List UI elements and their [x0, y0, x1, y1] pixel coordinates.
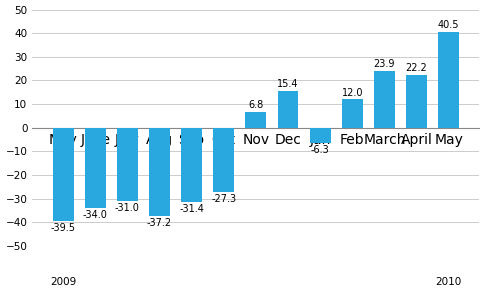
Text: 40.5: 40.5	[437, 20, 458, 30]
Text: 6.8: 6.8	[248, 100, 263, 110]
Bar	[213, 128, 234, 192]
Bar	[245, 112, 266, 128]
Bar	[277, 92, 298, 128]
Bar	[117, 128, 137, 201]
Text: 12.0: 12.0	[341, 88, 362, 98]
Bar	[405, 75, 426, 128]
Text: -39.5: -39.5	[50, 223, 76, 233]
Text: -6.3: -6.3	[310, 145, 329, 154]
Text: 2010: 2010	[435, 277, 461, 286]
Bar	[85, 128, 106, 208]
Text: 15.4: 15.4	[277, 80, 298, 89]
Bar	[52, 128, 74, 221]
Text: -27.3: -27.3	[211, 194, 236, 204]
Bar	[341, 99, 362, 128]
Bar	[309, 128, 330, 143]
Text: -34.0: -34.0	[83, 210, 107, 220]
Bar	[181, 128, 202, 202]
Bar	[438, 32, 458, 128]
Text: -31.4: -31.4	[179, 204, 204, 214]
Text: -37.2: -37.2	[147, 218, 172, 228]
Bar	[149, 128, 169, 216]
Text: 22.2: 22.2	[405, 63, 426, 74]
Bar	[373, 71, 394, 128]
Text: 2009: 2009	[50, 277, 76, 286]
Text: -31.0: -31.0	[115, 203, 139, 213]
Text: 23.9: 23.9	[373, 59, 394, 69]
